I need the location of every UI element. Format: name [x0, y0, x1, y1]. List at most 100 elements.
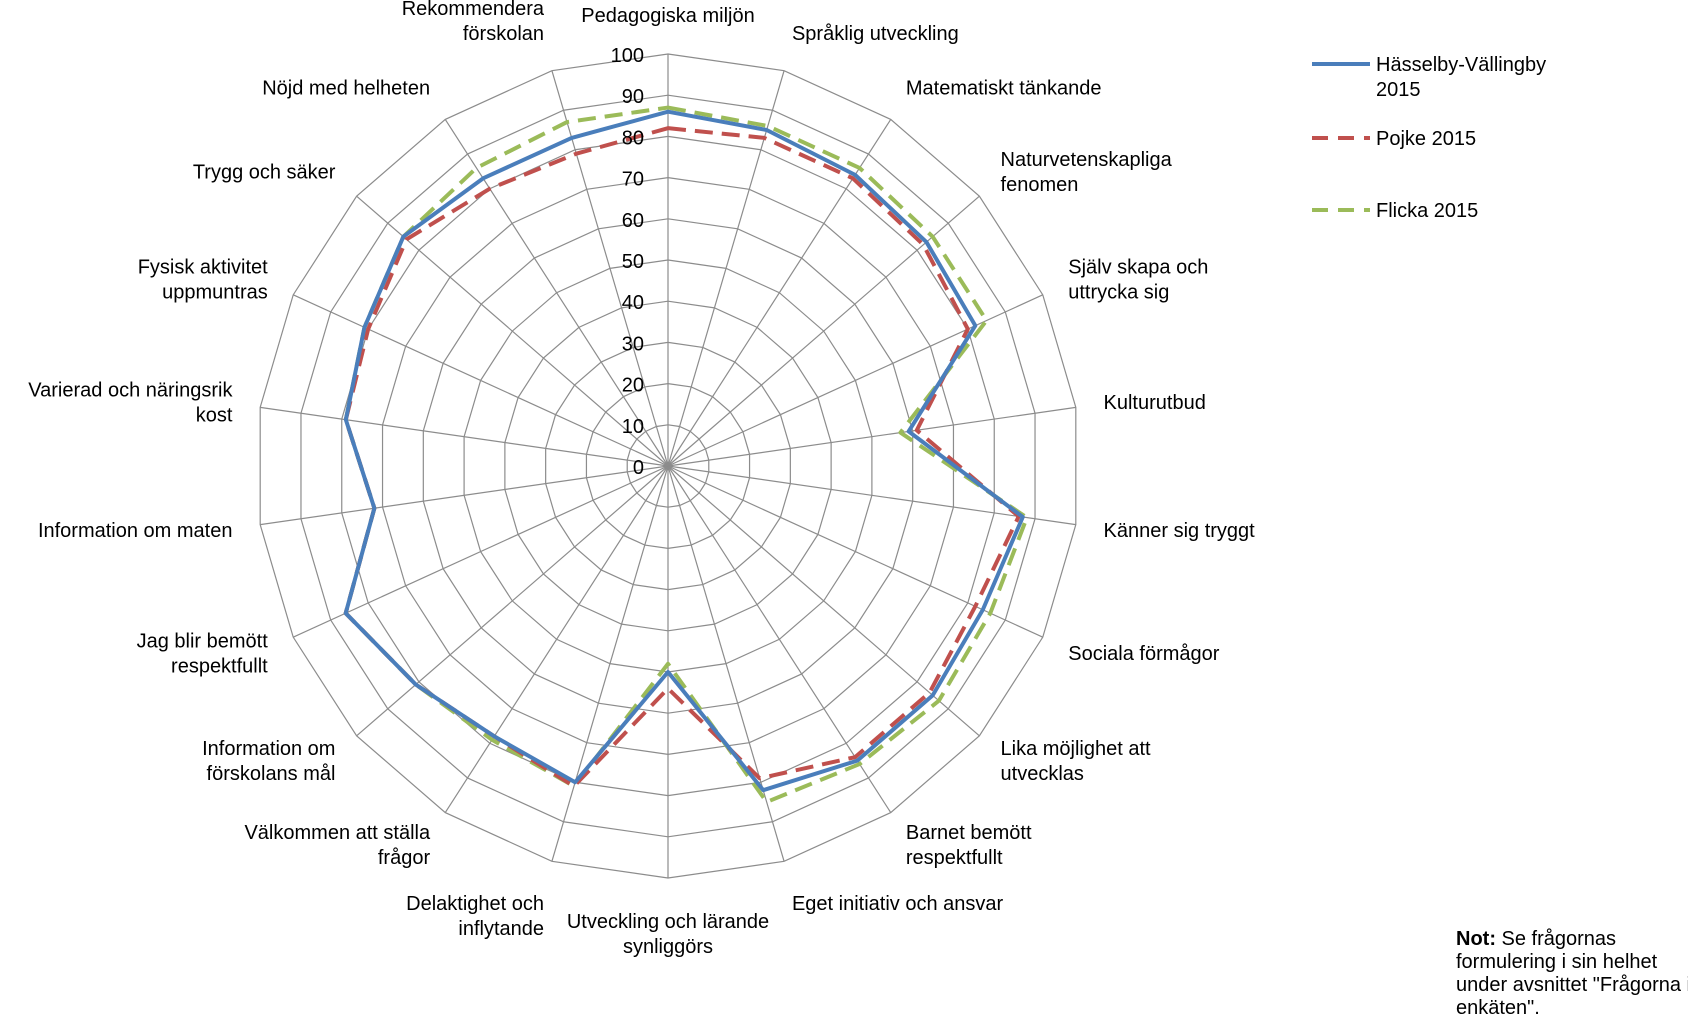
series-line-1 [343, 126, 1021, 789]
category-label: Välkommen att ställa frågor [244, 822, 431, 869]
tick-label: 30 [622, 333, 644, 355]
category-label: Utveckling och lärande synliggörs [567, 911, 769, 958]
legend-label-1: Pojke 2015 [1376, 128, 1476, 150]
tick-label: 100 [611, 45, 644, 67]
spoke [356, 465, 669, 737]
category-label-line: uttrycka sig [1068, 282, 1169, 304]
category-label: Fysisk aktivitet uppmuntras [138, 257, 268, 304]
category-label-line: Känner sig tryggt [1104, 520, 1256, 542]
category-label-line: Fysisk aktivitet [138, 257, 268, 279]
spoke [356, 195, 669, 467]
category-label-line: uppmuntras [162, 282, 268, 304]
tick-label: 40 [622, 292, 644, 314]
category-label-line: Pedagogiska miljön [581, 5, 754, 27]
category-label-line: Lika möjlighet att [1001, 738, 1152, 760]
legend-label-line: Pojke 2015 [1376, 128, 1476, 150]
category-label: Jag blir bemött respektfullt [137, 630, 269, 677]
category-label: Barnet bemött respektfullt [906, 822, 1032, 869]
category-label-line: Rekommendera [402, 0, 545, 20]
tick-label: 20 [622, 375, 644, 397]
spoke [667, 294, 1044, 467]
category-label-line: frågor [378, 847, 431, 869]
tick-label: 0 [633, 457, 644, 479]
legend-label-0: Hässelby-Vällingby 2015 [1376, 54, 1546, 101]
category-label-line: respektfullt [171, 655, 268, 677]
legend-label-line: Hässelby-Vällingby [1376, 54, 1546, 76]
tick-label: 80 [622, 127, 644, 149]
tick-label: 10 [622, 416, 644, 438]
category-label-line: Jag blir bemött [137, 630, 269, 652]
category-label-line: Trygg och säker [193, 161, 336, 183]
spoke [667, 465, 980, 737]
category-label: Eget initiativ och ansvar [792, 893, 1004, 915]
category-label-line: Nöjd med helheten [262, 77, 430, 99]
category-label-line: Språklig utveckling [792, 23, 959, 45]
note-text: Not: Se frågornas formulering i sin helh… [1456, 928, 1688, 1020]
category-label: Språklig utveckling [792, 23, 959, 45]
category-label: Kulturutbud [1104, 392, 1206, 414]
note-body: Se frågornas formulering i sin helhet un… [1456, 928, 1688, 1019]
spoke [260, 406, 669, 467]
legend-label-line: Flicka 2015 [1376, 200, 1478, 222]
series-line-0 [343, 109, 1025, 793]
category-label-line: Välkommen att ställa [244, 822, 431, 844]
category-label: Lika möjlighet att utvecklas [1001, 738, 1152, 785]
category-label: Varierad och näringsrik kost [28, 379, 233, 426]
category-label-line: förskolan [463, 23, 544, 45]
spoke [551, 465, 669, 862]
category-label-line: förskolans mål [207, 763, 336, 785]
category-label: Delaktighet och inflytande [406, 893, 544, 940]
spoke [260, 465, 669, 526]
category-label: Naturvetenskapliga fenomen [1001, 149, 1173, 196]
category-label: Nöjd med helheten [262, 77, 430, 99]
category-label: Själv skapa och uttrycka sig [1068, 257, 1208, 304]
category-label-line: Naturvetenskapliga [1001, 149, 1173, 171]
category-label-line: Information om maten [38, 520, 233, 542]
category-label: Sociala förmågor [1068, 643, 1220, 665]
category-label-line: Sociala förmågor [1068, 643, 1220, 665]
category-label-line: Varierad och näringsrik [28, 379, 233, 401]
category-label-line: Själv skapa och [1068, 257, 1208, 279]
category-label-line: Information om [202, 738, 335, 760]
category-label-line: kost [196, 404, 233, 426]
category-label: Trygg och säker [193, 161, 336, 183]
category-label-line: inflytande [458, 918, 544, 940]
category-label-line: Barnet bemött [906, 822, 1032, 844]
category-label-line: Utveckling och lärande [567, 911, 769, 933]
category-label-line: respektfullt [906, 847, 1003, 869]
category-label-line: Delaktighet och [406, 893, 544, 915]
category-label: Pedagogiska miljön [581, 5, 754, 27]
category-label: Information om maten [38, 520, 233, 542]
spoke [292, 465, 669, 638]
legend-label-line: 2015 [1376, 79, 1421, 101]
spoke [292, 294, 669, 467]
note-bold: Not: [1456, 928, 1496, 950]
category-label-line: synliggörs [623, 936, 713, 958]
category-label: Matematiskt tänkande [906, 77, 1102, 99]
category-label: Känner sig tryggt [1104, 520, 1256, 542]
category-label-line: fenomen [1001, 174, 1079, 196]
category-label: Rekommendera förskolan [402, 0, 545, 45]
series-line-2 [343, 105, 1029, 805]
tick-label: 70 [622, 169, 644, 191]
series-lines [343, 105, 1029, 805]
category-label-line: Matematiskt tänkande [906, 77, 1102, 99]
category-labels: Pedagogiska miljön Språklig utveckling Mat… [28, 0, 1255, 958]
legend: Hässelby-Vällingby 2015 Pojke 2015 Flicka 2… [1312, 54, 1546, 222]
tick-label: 50 [622, 251, 644, 273]
category-label-line: Eget initiativ och ansvar [792, 893, 1004, 915]
tick-label: 90 [622, 86, 644, 108]
spoke [667, 465, 1076, 526]
spoke [667, 465, 1044, 638]
spoke [667, 465, 785, 862]
category-label: Information om förskolans mål [202, 738, 335, 785]
spoke [667, 465, 892, 813]
category-label-line: utvecklas [1001, 763, 1084, 785]
tick-label: 60 [622, 210, 644, 232]
category-label-line: Kulturutbud [1104, 392, 1206, 414]
legend-label-2: Flicka 2015 [1376, 200, 1478, 222]
radial-tick-labels: 0 10 20 30 40 50 60 70 80 90 100 [611, 45, 644, 479]
spoke [444, 465, 669, 813]
